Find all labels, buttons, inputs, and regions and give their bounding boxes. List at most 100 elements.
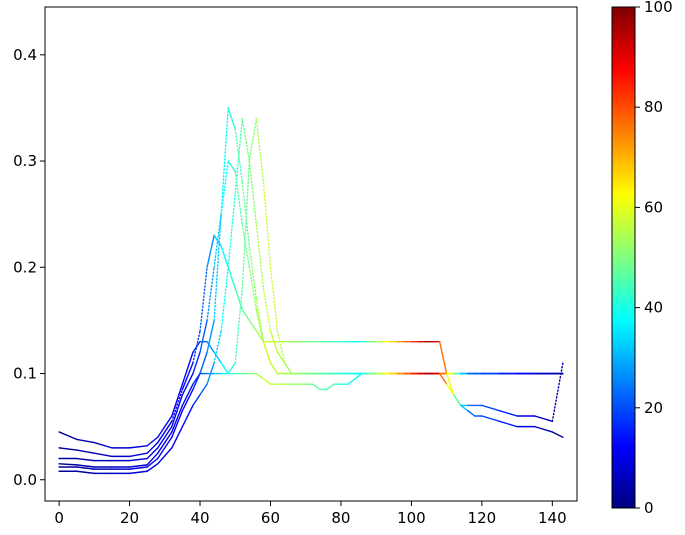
series-segment xyxy=(262,378,272,385)
series-line xyxy=(58,160,564,462)
series-segment xyxy=(262,181,272,268)
series-segment xyxy=(128,464,148,468)
series-segment xyxy=(58,463,78,466)
series-segment xyxy=(192,330,201,364)
series-segment xyxy=(241,160,251,290)
series-segment xyxy=(76,449,96,454)
series-segment xyxy=(171,425,184,449)
y-tick-label: 0.3 xyxy=(13,152,37,170)
colorbar-tick-label: 0 xyxy=(644,499,654,517)
y-tick-label: 0.4 xyxy=(13,46,37,64)
series-segment xyxy=(76,464,96,468)
series-segment xyxy=(227,362,236,375)
series-segment xyxy=(234,287,244,364)
series-segment xyxy=(181,404,194,428)
series-segment xyxy=(347,378,356,385)
series-segment xyxy=(181,372,194,396)
series-segment xyxy=(534,425,554,433)
colorbar-axis: 0 20 40 60 80 100 xyxy=(635,0,673,517)
series-segment xyxy=(276,351,286,364)
series-segment xyxy=(157,431,173,454)
series-segment xyxy=(269,330,279,353)
series-segment xyxy=(452,394,462,407)
series-segment xyxy=(551,362,564,423)
colorbar-tick-label: 20 xyxy=(644,399,663,417)
x-tick-label: 20 xyxy=(120,509,139,527)
series-segment xyxy=(276,330,286,364)
series-segment xyxy=(128,470,148,475)
series-segment xyxy=(192,372,201,385)
series-segment xyxy=(234,170,244,226)
series-segment xyxy=(206,340,215,353)
series-segment xyxy=(213,213,222,268)
series-segment xyxy=(213,351,222,364)
series-segment xyxy=(220,245,229,268)
series-segment xyxy=(255,298,265,343)
series-segment xyxy=(227,107,236,130)
series-segment xyxy=(255,117,265,183)
series-segment xyxy=(438,372,448,385)
series-segment xyxy=(234,287,244,311)
series-segment xyxy=(171,394,184,428)
series-segment xyxy=(248,117,258,162)
series-segment xyxy=(146,436,159,447)
series-segment xyxy=(93,452,113,458)
y-axis: 0.0 0.1 0.2 0.3 0.4 xyxy=(13,46,45,489)
series-segment xyxy=(206,234,215,268)
colorbar xyxy=(611,6,636,509)
series-segment xyxy=(445,372,455,396)
series-layer xyxy=(58,107,564,475)
series-segment xyxy=(199,266,208,332)
series-segment xyxy=(58,431,78,441)
series-segment xyxy=(255,372,265,380)
colorbar-tick-label: 80 xyxy=(644,98,663,116)
series-segment xyxy=(93,441,113,449)
series-segment xyxy=(467,410,476,417)
series-segment xyxy=(481,415,501,423)
series-segment xyxy=(206,319,215,353)
series-segment xyxy=(181,351,194,385)
colorbar-tick-label: 100 xyxy=(644,0,673,16)
series-segment xyxy=(227,192,236,268)
x-tick-label: 40 xyxy=(190,509,209,527)
series-segment xyxy=(220,266,229,332)
series-segment xyxy=(312,383,321,391)
series-segment xyxy=(248,266,258,311)
series-segment xyxy=(534,415,554,423)
series-segment xyxy=(220,362,229,375)
series-line xyxy=(58,340,564,449)
series-segment xyxy=(227,266,236,290)
series-segment xyxy=(481,404,501,412)
series-segment xyxy=(157,436,173,460)
series-segment xyxy=(128,452,148,458)
series-segment xyxy=(157,425,173,449)
series-segment xyxy=(76,457,96,462)
series-segment xyxy=(269,362,279,375)
series-segment xyxy=(248,160,258,226)
series-segment xyxy=(255,224,265,290)
series-segment xyxy=(181,383,194,407)
series-segment xyxy=(220,107,229,215)
colorbar-tick-label: 40 xyxy=(644,299,663,317)
series-segment xyxy=(206,266,215,322)
series-segment xyxy=(146,463,159,472)
series-segment xyxy=(171,388,184,423)
series-line xyxy=(58,117,564,468)
series-segment xyxy=(262,287,272,332)
series-segment xyxy=(157,447,173,465)
x-axis: 0 20 40 60 80 100 120 140 xyxy=(54,501,567,527)
series-segment xyxy=(199,319,208,353)
series-segment xyxy=(248,319,258,332)
series-segment xyxy=(213,330,222,364)
x-tick-label: 80 xyxy=(331,509,350,527)
plot-frame xyxy=(44,6,578,502)
x-tick-label: 60 xyxy=(261,509,280,527)
series-segment xyxy=(128,466,148,470)
series-segment xyxy=(241,224,251,268)
series-segment xyxy=(171,410,184,438)
series-segment xyxy=(76,466,96,470)
series-segment xyxy=(227,160,236,173)
x-tick-label: 100 xyxy=(397,509,426,527)
series-segment xyxy=(213,213,222,322)
